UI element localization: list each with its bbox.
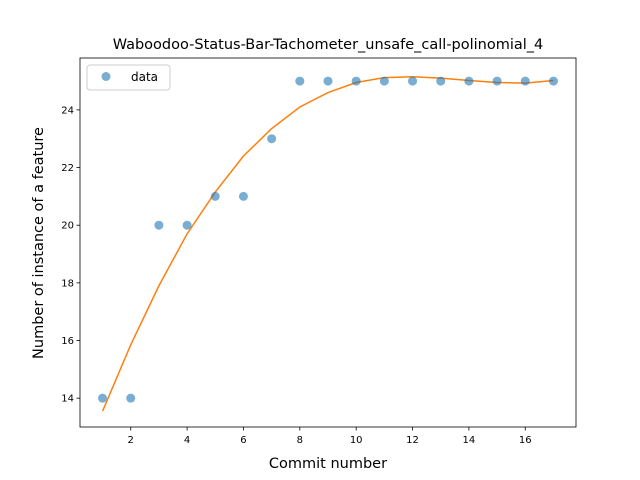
data-point [126,393,136,403]
data-point [238,191,248,201]
data-point [98,393,108,403]
x-tick-label: 14 [463,435,476,446]
data-point [267,134,277,144]
legend-marker-data [101,72,111,81]
x-tick-label: 12 [406,435,419,446]
data-point [464,76,474,86]
x-tick-label: 6 [240,435,246,446]
data-point [408,76,418,86]
data-point [210,191,220,201]
data-point [182,220,192,230]
y-tick-label: 18 [61,278,74,289]
data-point [351,76,361,86]
data-point [323,76,333,86]
chart-title: Waboodoo-Status-Bar-Tachometer_unsafe_ca… [113,37,544,53]
data-point [154,220,164,230]
data-point [379,76,389,86]
data-point [436,76,446,86]
data-point [548,76,558,86]
x-tick-label: 8 [297,435,303,446]
legend-label-data: data [131,70,158,84]
x-axis-label: Commit number [269,456,387,472]
axes-frame [79,57,577,428]
y-tick-label: 20 [61,221,74,232]
y-tick-label: 24 [61,105,74,116]
data-point [295,76,305,86]
x-tick-label: 4 [184,435,190,446]
data-point [520,76,530,86]
x-tick-label: 16 [519,435,532,446]
y-tick-label: 14 [61,394,74,405]
data-point [492,76,502,86]
legend-box [86,64,171,91]
legend: data [86,64,171,91]
fit-line [101,75,554,412]
y-tick-label: 16 [61,336,74,347]
x-tick-label: 10 [350,435,363,446]
x-tick-label: 2 [128,435,134,446]
y-tick-label: 22 [61,163,74,174]
y-axis-label: Number of instance of a feature [31,127,47,359]
